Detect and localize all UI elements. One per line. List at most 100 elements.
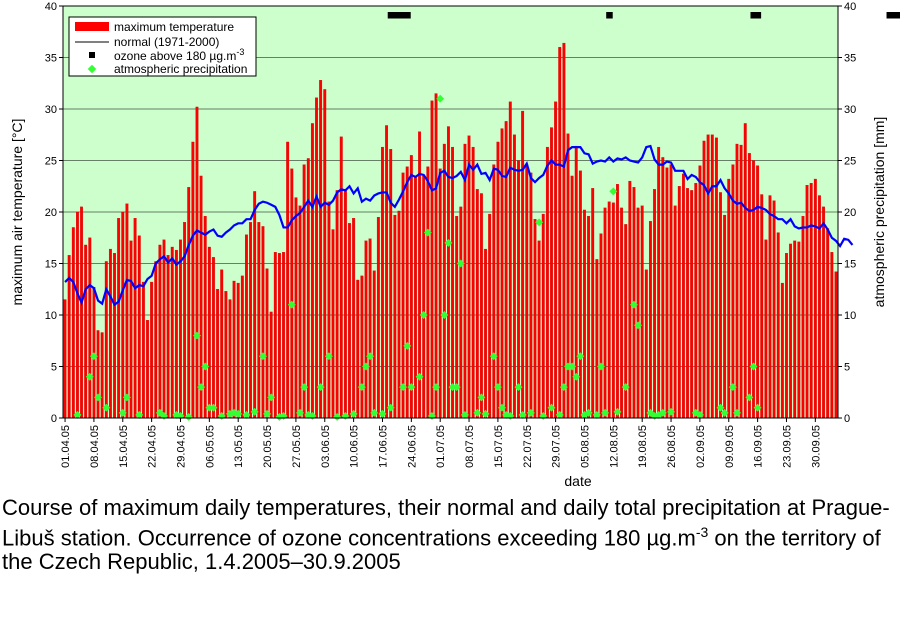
bar-temperature — [447, 126, 450, 419]
precip-point — [258, 352, 267, 361]
bar-temperature — [137, 235, 141, 419]
precip-point — [568, 362, 577, 371]
ozone-marker — [894, 12, 900, 19]
bar-temperature — [599, 233, 603, 419]
bar-temperature — [789, 243, 793, 419]
bar-temperature — [475, 189, 479, 419]
bar-temperature — [117, 218, 121, 419]
precip-point — [263, 409, 272, 418]
precip-point — [629, 300, 638, 309]
x-tick-label: 23.09.05 — [781, 425, 793, 468]
bar-temperature — [80, 206, 83, 419]
ozone-markers — [387, 12, 900, 19]
bar-temperature — [170, 246, 174, 419]
precip-point — [234, 409, 243, 418]
precip-point — [473, 408, 482, 417]
bar-temperature — [273, 252, 277, 419]
x-tick-label: 29.07.05 — [551, 425, 563, 468]
ozone-marker — [606, 12, 613, 19]
x-tick-label: 12.08.05 — [608, 425, 620, 468]
right-axis-ticks: 0 5 10 15 20 25 30 35 40 — [838, 1, 856, 425]
legend-label-precip: atmospheric precipitation — [114, 62, 247, 76]
bar-temperature — [422, 175, 426, 419]
bar-temperature — [162, 239, 166, 419]
precip-point — [535, 218, 544, 227]
bar-temperature — [71, 227, 75, 419]
legend-swatch-ozone — [89, 52, 95, 58]
bar-temperature — [298, 205, 302, 419]
bar-temperature — [364, 240, 368, 419]
x-tick-label: 05.08.05 — [579, 425, 591, 468]
x-tick-label: 01.04.05 — [60, 425, 72, 468]
ozone-marker — [404, 12, 411, 19]
bar-temperature — [104, 261, 108, 419]
y-tick-label-left: 35 — [45, 53, 57, 65]
bar-temperature — [545, 146, 549, 419]
ozone-marker — [898, 12, 900, 19]
x-tick-label: 27.05.05 — [291, 425, 303, 468]
bar-temperature — [405, 166, 409, 419]
precip-point — [205, 403, 214, 412]
y-tick-label-left: 0 — [51, 413, 57, 425]
bar-temperature — [125, 203, 129, 419]
bar-temperature — [735, 143, 739, 419]
y-tick-label-right: 40 — [844, 1, 856, 13]
bar-temperature — [727, 178, 731, 419]
bar-temperature — [793, 240, 797, 419]
bar-temperature — [376, 216, 380, 419]
precip-point — [584, 408, 593, 417]
bar-temperature — [166, 255, 170, 419]
precip-point — [324, 352, 333, 361]
bar-temperature — [805, 185, 809, 419]
bar-temperature — [294, 197, 298, 419]
y-tick-label-right: 5 — [844, 362, 850, 374]
bar-temperature — [232, 280, 236, 419]
bar-temperature — [616, 184, 619, 419]
bar-temperature — [467, 135, 471, 419]
y-tick-label-right: 25 — [844, 156, 856, 168]
bar-temperature — [228, 299, 232, 419]
x-tick-label: 01.07.05 — [435, 425, 447, 468]
bar-temperature — [570, 175, 574, 419]
y-tick-label-right: 0 — [844, 413, 850, 425]
x-tick-label: 17.06.05 — [377, 425, 389, 468]
precip-point — [135, 410, 144, 419]
bar-temperature — [587, 215, 591, 419]
bar-temperature — [496, 141, 500, 419]
bar-temperature — [121, 211, 125, 419]
bar-temperature — [100, 332, 104, 419]
bar-temperature — [723, 214, 727, 419]
bar-temperature — [430, 100, 434, 419]
precip-point — [357, 383, 366, 392]
bar-temperature — [459, 206, 463, 419]
bar-temperature — [479, 193, 483, 419]
ozone-marker — [886, 12, 894, 19]
legend: maximum temperature normal (1971-2000) o… — [68, 16, 257, 77]
precip-point — [122, 393, 131, 402]
x-tick-label: 02.09.05 — [695, 425, 707, 468]
legend-swatch-max-temp — [75, 22, 109, 31]
precip-point — [403, 341, 412, 350]
precip-point — [287, 300, 296, 309]
precip-point — [201, 362, 210, 371]
bar-temperature — [529, 172, 533, 419]
y-tick-label-right: 15 — [844, 259, 856, 271]
precip-point — [555, 410, 564, 419]
precip-point — [296, 408, 304, 417]
bar-temperature — [653, 189, 656, 419]
bar-temperature — [133, 218, 137, 419]
precip-point — [407, 383, 416, 392]
bar-temperature — [743, 123, 747, 419]
bar-temperature — [442, 143, 446, 419]
y-tick-label-right: 20 — [844, 207, 856, 219]
y-tick-label-right: 10 — [844, 310, 856, 322]
precip-point — [242, 410, 251, 419]
bar-temperature — [797, 241, 801, 419]
x-tick-label: 08.07.05 — [464, 425, 476, 468]
y-tick-label-right: 30 — [844, 104, 856, 116]
precip-point — [370, 408, 379, 417]
precip-point — [576, 352, 585, 361]
bar-temperature — [826, 228, 830, 419]
bar-temperature — [550, 127, 553, 419]
bar-temperature — [348, 223, 351, 419]
